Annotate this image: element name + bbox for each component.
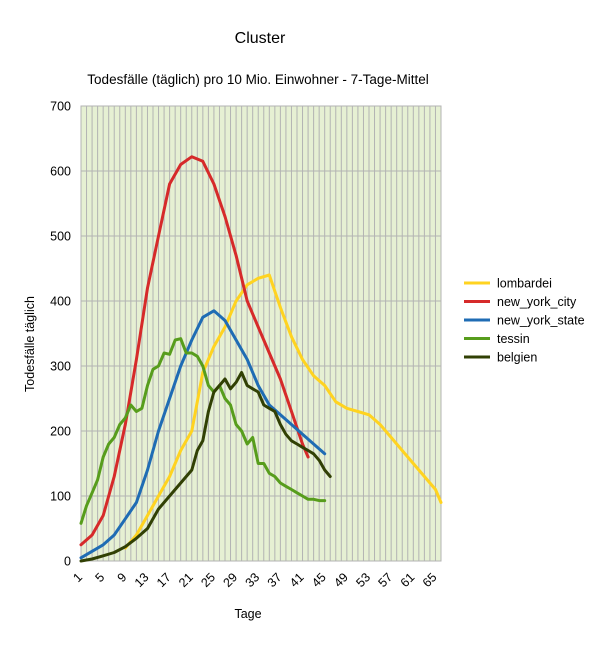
y-tick-label: 200	[50, 425, 71, 439]
legend-label: new_york_city	[497, 295, 577, 309]
y-tick-label: 700	[50, 100, 71, 114]
chart-title: Cluster	[235, 30, 286, 47]
y-tick-label: 500	[50, 230, 71, 244]
y-tick-label: 600	[50, 165, 71, 179]
gridlines	[80, 105, 442, 562]
series-line-tessin	[79, 337, 327, 525]
series-line-new-york-city	[79, 155, 310, 547]
series-layer	[79, 155, 443, 563]
series-line-belgien	[79, 371, 332, 563]
y-axis-ticks: 0 100 200 300 400 500 600 700	[50, 100, 71, 569]
legend-label: new_york_state	[497, 314, 585, 328]
legend: lombardei new_york_city new_york_statetess…	[464, 277, 585, 365]
y-tick-label: 300	[50, 360, 71, 374]
x-axis-label: Tage	[234, 607, 261, 621]
legend-label: lombardei	[497, 277, 552, 291]
legend-label: belgien	[497, 351, 537, 365]
legend-label: tessin	[497, 332, 530, 346]
series-line-new-york-state	[79, 309, 327, 560]
y-tick-label: 400	[50, 295, 71, 309]
y-tick-label: 100	[50, 490, 71, 504]
y-axis-label: Todesfälle täglich	[23, 296, 37, 392]
chart-subtitle: Todesfälle (täglich) pro 10 Mio. Einwohn…	[87, 72, 428, 87]
y-tick-label: 0	[64, 555, 71, 569]
series-line-lombardei	[123, 273, 443, 550]
plot-border	[80, 105, 442, 562]
